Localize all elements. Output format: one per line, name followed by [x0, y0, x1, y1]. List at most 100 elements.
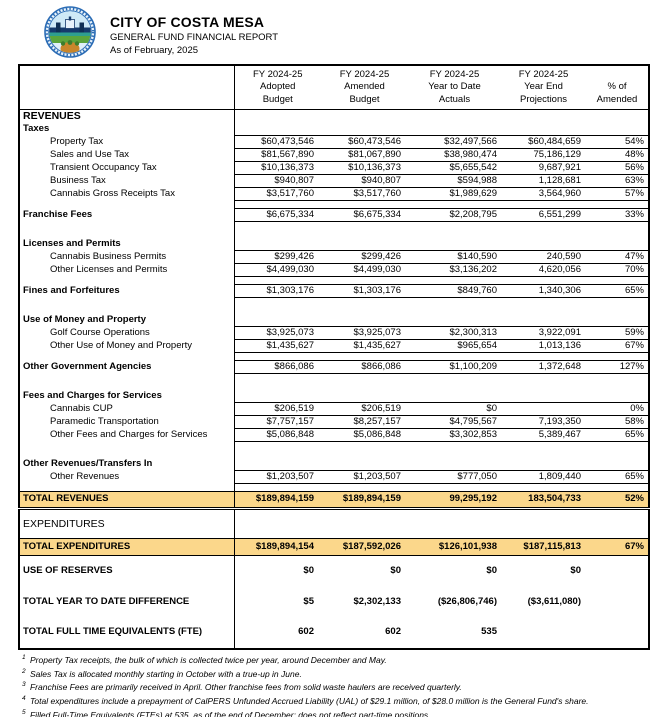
value-cell: [501, 314, 586, 327]
value-cell: [586, 222, 649, 238]
spacer-row: [19, 352, 649, 361]
value-cell: [321, 277, 408, 285]
row-label: Cannabis Gross Receipts Tax: [19, 187, 235, 201]
table-row: Fees and Charges for Services: [19, 389, 649, 403]
value-cell: 56%: [586, 161, 649, 176]
footnote-number: 1: [22, 654, 26, 661]
value-cell: $32,497,5661: [408, 135, 501, 150]
column-header: FY 2024-25 Adopted Budget: [234, 65, 321, 111]
column-header: FY 2024-25 Year End Projections: [501, 65, 586, 111]
table-row: USE OF RESERVES $0 $0 $0 $0: [19, 555, 649, 587]
report-subtitle: GENERAL FUND FINANCIAL REPORT: [110, 32, 279, 43]
value-cell: 47%: [586, 250, 649, 265]
value-cell: 5355: [481, 626, 497, 638]
value-cell: 63%: [586, 174, 649, 189]
value-cell: [234, 390, 321, 403]
value-cell: [586, 238, 649, 251]
value-cell: 1,013,136: [501, 339, 586, 354]
value-cell: ($26,806,746): [437, 595, 497, 607]
value-cell: 6,551,299: [501, 208, 586, 223]
value-cell: [501, 442, 586, 458]
table-row: Use of Money and Property: [19, 313, 649, 327]
spacer-row: [19, 200, 649, 209]
value-cell: $1,303,176: [234, 284, 321, 299]
financial-report-table: FY 2024-25 Adopted Budget FY 2024-25 Amended…: [18, 64, 650, 650]
value-cell: 57%: [586, 187, 649, 202]
footnote-number: 3: [22, 681, 26, 689]
value-cell: [408, 509, 501, 539]
report-header: CITY OF COSTA MESA GENERAL FUND FINANCIA…: [44, 6, 278, 58]
column-header: FY 2024-25 Amended Budget: [321, 65, 408, 111]
value-cell: $187,115,813: [501, 538, 586, 557]
value-cell: $6,675,334: [321, 208, 408, 223]
value-cell: $60,484,659: [501, 135, 586, 150]
value-cell: [234, 201, 321, 209]
value-cell: [586, 353, 649, 361]
value-cell: [408, 298, 501, 314]
value-cell: [501, 123, 586, 136]
value-cell: [586, 201, 649, 209]
report-date: As of February, 2025: [110, 45, 199, 56]
value-cell: 4,620,056: [501, 263, 586, 278]
value-cell: $5,655,542: [408, 161, 501, 176]
value-cell: [501, 277, 586, 285]
row-label: Cannabis CUP: [19, 402, 235, 416]
value-cell: 1,372,648: [501, 360, 586, 375]
value-cell: 1,340,306: [501, 284, 586, 299]
value-cell: 33%: [586, 208, 649, 223]
table-row: TOTAL REVENUES $189,894,159 $189,894,159 99…: [19, 491, 649, 511]
value-cell: [501, 509, 586, 539]
value-cell: ($3,611,080): [527, 595, 581, 607]
value-cell: [408, 458, 501, 471]
value-cell: $940,807: [321, 174, 408, 189]
value-cell: 59%: [586, 326, 649, 341]
value-cell: $3,925,073: [321, 326, 408, 341]
value-cell: [501, 484, 586, 492]
value-cell: [501, 390, 586, 403]
value-cell: [408, 277, 501, 285]
value-cell: $126,101,9384: [408, 538, 501, 557]
footnote: 3 Franchise Fees are primarily received …: [22, 681, 462, 693]
value-cell: [586, 110, 649, 123]
row-label: [19, 441, 235, 458]
table-row: Fines and Forfeitures $1,303,176 $1,303,17…: [19, 284, 649, 299]
table-row: Paramedic Transportation $7,757,157 $8,257…: [19, 415, 649, 430]
value-cell: [586, 374, 649, 390]
value-cell: [234, 374, 321, 390]
row-label: Paramedic Transportation: [19, 415, 235, 429]
row-label: TOTAL YEAR TO DATE DIFFERENCE: [19, 586, 235, 618]
value-cell: [321, 123, 408, 136]
value-cell: [321, 222, 408, 238]
row-label: TOTAL FULL TIME EQUIVALENTS (FTE): [19, 617, 235, 649]
value-cell: [408, 442, 501, 458]
value-cell: $81,067,890: [321, 148, 408, 163]
row-label-column-header: [19, 65, 235, 111]
row-label: Licenses and Permits: [19, 237, 235, 251]
spacer-row: [19, 483, 649, 492]
value-cell: $1,203,507: [234, 470, 321, 485]
value-cell: $4,499,030: [321, 263, 408, 278]
table-column-headers: FY 2024-25 Adopted Budget FY 2024-25 Amended…: [19, 65, 649, 111]
value-cell: [586, 509, 649, 539]
value-cell: $189,894,159: [321, 491, 408, 511]
footnote-number: 5: [22, 708, 26, 716]
value-cell: [408, 374, 501, 390]
value-cell: [408, 314, 501, 327]
value-cell: $10,136,373: [321, 161, 408, 176]
report-title: CITY OF COSTA MESA: [110, 14, 265, 30]
row-label: Business Tax: [19, 174, 235, 188]
table-row: Transient Occupancy Tax $10,136,373 $10,13…: [19, 161, 649, 176]
value-cell: [234, 509, 321, 539]
value-cell: 9,687,921: [501, 161, 586, 176]
value-cell: [234, 277, 321, 285]
value-cell: 67%: [586, 339, 649, 354]
value-cell: [234, 442, 321, 458]
value-cell: [501, 201, 586, 209]
value-cell: $3,517,760: [234, 187, 321, 202]
table-row: Other Licenses and Permits $4,499,030 $4,4…: [19, 263, 649, 278]
footnote: 4 Total expenditures include a prepaymen…: [22, 694, 589, 706]
value-cell: [321, 298, 408, 314]
spacer-row: [19, 276, 649, 285]
value-cell: [586, 484, 649, 492]
row-label: [19, 297, 235, 314]
